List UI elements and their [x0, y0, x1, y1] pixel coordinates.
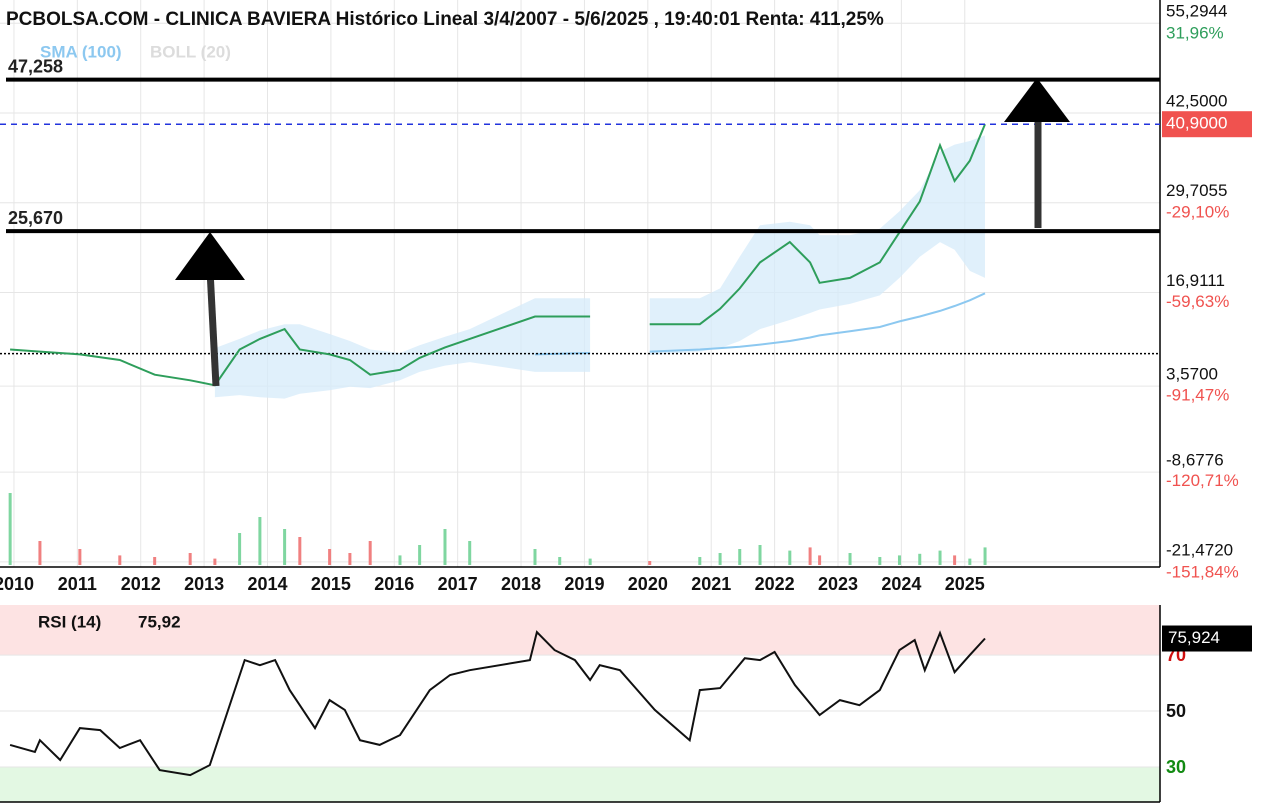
- y-tick-label: -21,4720: [1166, 540, 1233, 559]
- volume-bar: [938, 550, 942, 565]
- level-label: 25,670: [8, 208, 63, 228]
- y-tick-label: 30: [1166, 757, 1186, 777]
- x-tick-label: 2015: [311, 574, 351, 594]
- y-tick-label: 55,2944: [1166, 2, 1227, 21]
- level-label: 47,258: [8, 56, 63, 76]
- volume-bar: [38, 541, 42, 565]
- y-tick-label: 29,7055: [1166, 181, 1227, 200]
- y-tick-label: 16,9111: [1166, 271, 1225, 290]
- volume-bar: [718, 553, 722, 565]
- volume-bar: [953, 555, 957, 565]
- arrow-head: [1004, 78, 1070, 122]
- volume-bar: [878, 557, 882, 565]
- volume-bar: [558, 557, 562, 565]
- volume-bar: [808, 547, 812, 565]
- last-price-box: [1162, 111, 1252, 138]
- y-tick-label: -8,6776: [1166, 451, 1224, 470]
- legend-entry: SMA (100): [40, 42, 122, 61]
- volume-bar: [78, 549, 82, 565]
- volume-bar: [818, 555, 822, 565]
- volume-bar: [258, 517, 262, 565]
- volume-bar: [588, 558, 592, 565]
- volume-bar: [118, 555, 122, 565]
- volume-bar: [758, 545, 762, 565]
- volume-bar: [398, 555, 402, 565]
- x-tick-label: 2024: [881, 574, 921, 594]
- x-tick-label: 2022: [755, 574, 795, 594]
- y2-tick-label: 31,96%: [1166, 24, 1224, 43]
- legend-entry: BOLL (20): [150, 42, 231, 61]
- volume-bar: [788, 550, 792, 565]
- volume-bar: [468, 541, 472, 565]
- x-tick-label: 2023: [818, 574, 858, 594]
- y2-tick-label: -120,71%: [1166, 471, 1239, 490]
- arrow-head: [175, 232, 245, 280]
- last-price-label: 40,9000: [1166, 114, 1227, 133]
- y2-tick-label: -59,63%: [1166, 292, 1229, 311]
- y-tick-label: 50: [1166, 701, 1186, 721]
- volume-bar: [283, 529, 287, 565]
- overbought-zone: [0, 605, 1160, 656]
- y-tick-label: 42,5000: [1166, 91, 1227, 110]
- volume-bar: [698, 557, 702, 565]
- x-tick-label: 2012: [121, 574, 161, 594]
- x-tick-label: 2025: [945, 574, 985, 594]
- last-value-box: [1162, 625, 1252, 652]
- volume-bar: [328, 549, 332, 565]
- sma-line: [649, 292, 986, 353]
- bollinger-band: [214, 298, 591, 399]
- y-tick-label: 3,5700: [1166, 365, 1218, 384]
- volume-bar: [368, 541, 372, 565]
- bollinger-band: [649, 135, 985, 356]
- volume-bar: [213, 558, 217, 565]
- x-tick-label: 2011: [58, 574, 97, 594]
- volume-bar: [738, 549, 742, 565]
- volume-bar: [188, 553, 192, 565]
- volume-bar: [418, 545, 422, 565]
- volume-bar: [8, 493, 12, 565]
- last-value-label: 75,924: [1168, 628, 1220, 647]
- volume-bar: [897, 555, 901, 565]
- rsi-value: 75,92: [138, 612, 181, 631]
- volume-bar: [648, 561, 652, 565]
- x-tick-label: 2020: [628, 574, 668, 594]
- volume-bar: [848, 553, 852, 565]
- x-tick-label: 2018: [501, 574, 541, 594]
- x-tick-label: 2014: [247, 574, 287, 594]
- volume-bar: [443, 529, 447, 565]
- price-line: [649, 123, 986, 326]
- x-tick-label: 2010: [0, 574, 34, 594]
- volume-bar: [298, 537, 302, 565]
- volume-bar: [968, 558, 972, 565]
- x-tick-label: 2021: [691, 574, 731, 594]
- rsi-line: [9, 630, 986, 777]
- volume-bar: [153, 557, 157, 565]
- chart-title: PCBOLSA.COM - CLINICA BAVIERA Histórico …: [6, 9, 884, 30]
- x-tick-label: 2013: [184, 574, 224, 594]
- volume-bar: [918, 553, 922, 565]
- volume-bar: [348, 553, 352, 565]
- arrow-shaft: [206, 269, 220, 387]
- sma-line: [534, 352, 591, 356]
- volume-bar: [983, 547, 987, 565]
- price-line: [10, 315, 591, 387]
- y2-tick-label: -91,47%: [1166, 385, 1229, 404]
- x-tick-label: 2019: [564, 574, 604, 594]
- y2-tick-label: -151,84%: [1166, 562, 1239, 581]
- volume-bar: [238, 533, 242, 565]
- x-tick-label: 2016: [374, 574, 414, 594]
- y2-tick-label: -29,10%: [1166, 203, 1229, 222]
- volume-bar: [533, 549, 537, 565]
- rsi-title: RSI (14): [38, 612, 101, 631]
- x-tick-label: 2017: [438, 574, 478, 594]
